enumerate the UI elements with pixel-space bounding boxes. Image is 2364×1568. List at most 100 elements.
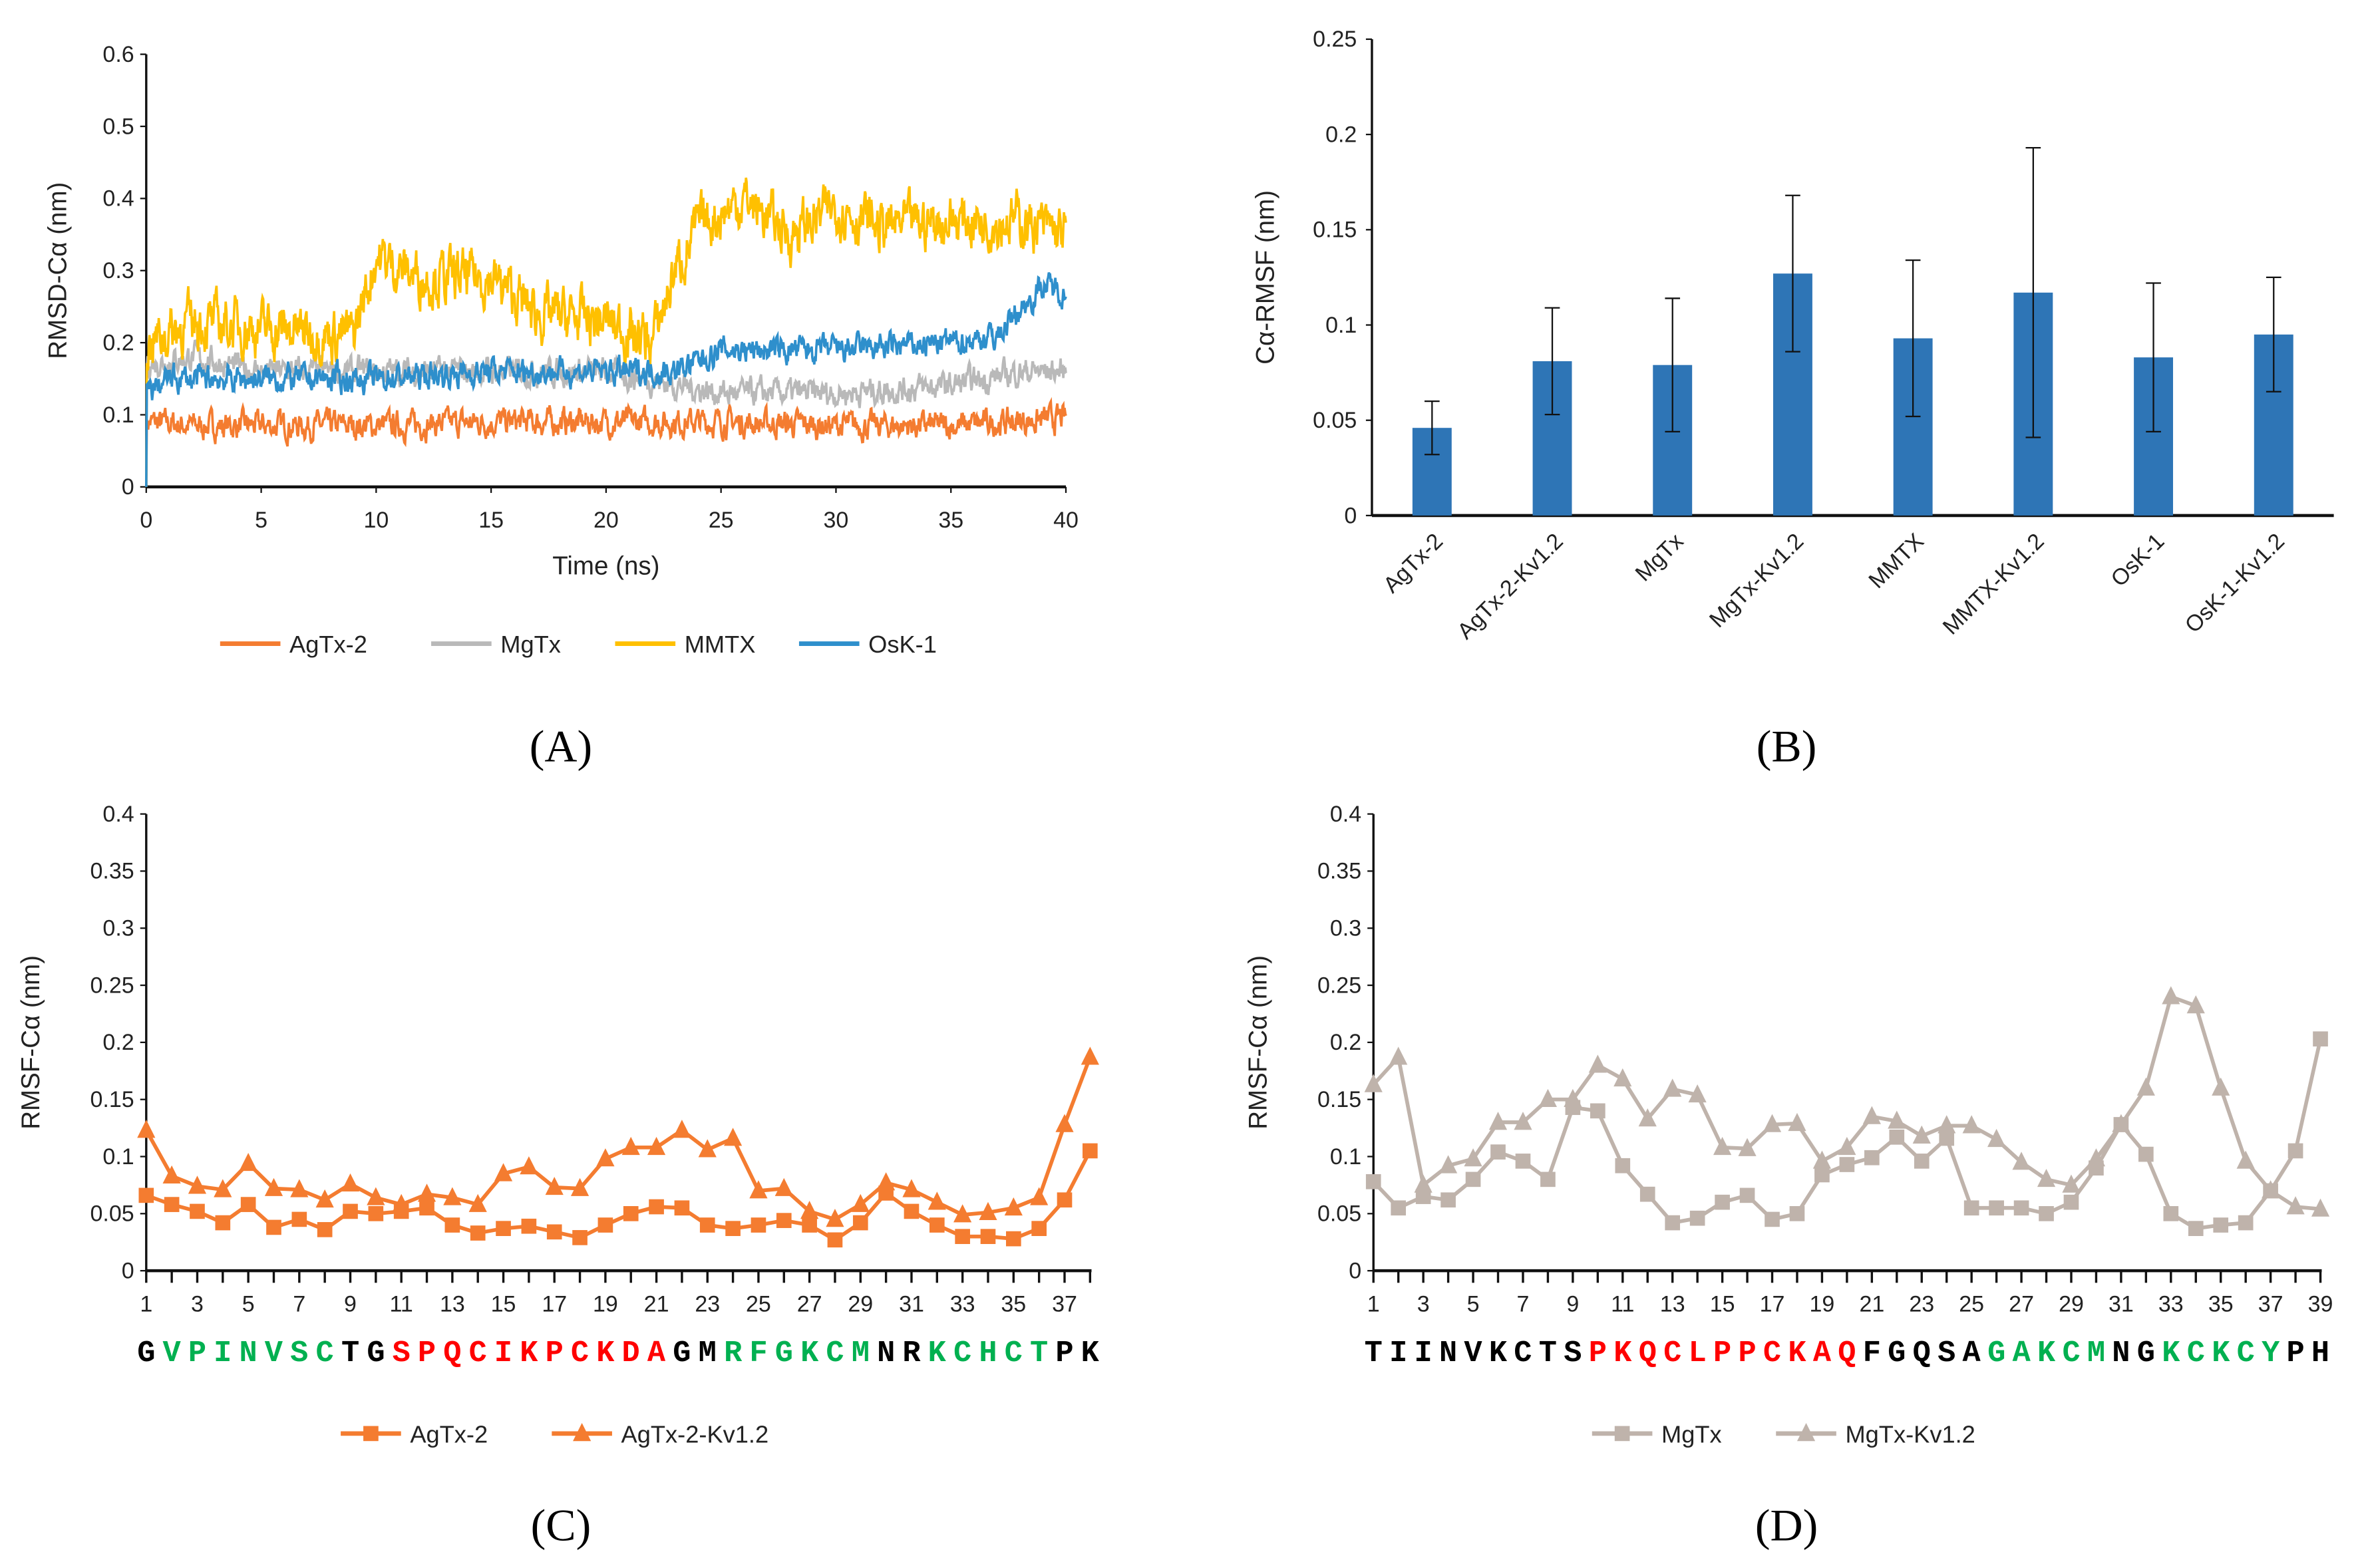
data-point-triangle: [1389, 1046, 1408, 1065]
data-point-triangle: [774, 1177, 793, 1196]
sequence-segment: SPQCIKPCKDA: [393, 1336, 673, 1370]
y-axis-label: RMSF-Cα (nm): [17, 955, 45, 1130]
data-point-triangle: [1081, 1046, 1099, 1065]
data-point-square: [470, 1225, 486, 1241]
data-point-triangle: [367, 1187, 385, 1205]
x-tick-label: 1: [1367, 1291, 1380, 1317]
x-tick-label: 10: [363, 508, 389, 533]
data-point-square: [1963, 1200, 1979, 1216]
data-point-triangle: [1488, 1112, 1508, 1130]
legend-label: OsK-1: [868, 631, 937, 658]
x-tick-label: 23: [695, 1291, 720, 1317]
x-tick-label: 11: [390, 1291, 413, 1317]
data-point-triangle: [2212, 1077, 2230, 1096]
data-point-square: [1031, 1221, 1047, 1236]
data-point-square: [1465, 1172, 1481, 1187]
sequence-segment: VPINVSC: [162, 1336, 341, 1370]
y-tick-label: 0.15: [1317, 1087, 1361, 1112]
x-tick-label: 15: [491, 1291, 516, 1317]
y-tick-label: 0: [1349, 1258, 1361, 1283]
data-point-square: [1515, 1154, 1531, 1169]
data-point-triangle: [2087, 1148, 2106, 1167]
y-tick-label: 0.5: [102, 114, 134, 139]
data-point-triangle: [570, 1177, 590, 1196]
x-tick-label: AgTx-2: [1379, 529, 1448, 598]
data-point-triangle: [2037, 1168, 2056, 1187]
data-point-square: [2063, 1194, 2079, 1210]
data-point-square: [291, 1211, 307, 1227]
x-tick-label: 25: [1959, 1291, 1984, 1317]
data-point-triangle: [1564, 1088, 1582, 1108]
data-point-square: [2313, 1031, 2328, 1047]
data-point-square: [1490, 1144, 1506, 1160]
x-tick-label: 5: [1467, 1291, 1480, 1317]
x-tick-label: 17: [542, 1291, 567, 1317]
data-point-triangle: [137, 1120, 156, 1138]
sequence: TIINVKCTSPKQCLPPCKAQFGQSAGAKCMNGKCKCYPH: [1365, 1336, 2337, 1370]
data-point-triangle: [979, 1201, 997, 1220]
panel-label: (C): [531, 1500, 591, 1551]
y-tick-label: 0.15: [1313, 218, 1357, 243]
x-tick-label: 19: [593, 1291, 618, 1317]
data-point-triangle: [647, 1136, 666, 1156]
x-tick-label: 3: [191, 1291, 204, 1317]
data-point-square: [1739, 1187, 1755, 1203]
data-point-square: [751, 1217, 766, 1233]
x-tick-label: 35: [2208, 1291, 2234, 1317]
data-point-square: [1083, 1143, 1098, 1159]
legend-label: MMTX: [685, 631, 756, 658]
data-point-square: [827, 1232, 843, 1248]
data-point-triangle: [1788, 1112, 1806, 1132]
sequence-segment: PKQCLPPCKAQ: [1589, 1336, 1863, 1370]
data-point-triangle: [2236, 1150, 2255, 1169]
x-tick-label: 33: [2158, 1291, 2184, 1317]
legend: AgTx-2 MgTx MMTX OsK-1: [220, 631, 937, 658]
data-point-triangle: [1514, 1112, 1532, 1130]
x-tick-label: MMTX-Kv1.2: [1938, 529, 2049, 640]
y-tick-label: 0.4: [102, 186, 134, 212]
data-point-triangle: [1812, 1150, 1832, 1169]
x-tick-label: 29: [848, 1291, 873, 1317]
x-tick-label: 35: [938, 508, 963, 533]
x-tick-label: 21: [1859, 1291, 1884, 1317]
y-tick-label: 0: [122, 474, 134, 500]
data-point-triangle: [826, 1209, 844, 1227]
data-point-triangle: [1588, 1054, 1607, 1073]
data-point-square: [1989, 1200, 2004, 1216]
data-point-triangle: [162, 1165, 181, 1184]
data-point-triangle: [1055, 1114, 1074, 1132]
x-tick-label: 40: [1053, 508, 1079, 533]
x-tick-label: 29: [2059, 1291, 2084, 1317]
x-tick-label: 27: [2009, 1291, 2034, 1317]
y-tick-label: 0.3: [1330, 916, 1361, 941]
data-point-triangle: [1838, 1136, 1856, 1156]
legend-triangle-marker: [1796, 1423, 1816, 1442]
data-point-square: [674, 1200, 690, 1216]
data-point-square: [955, 1229, 970, 1244]
sequence-segment: GAKCM: [1987, 1336, 2112, 1370]
series-line-AgTx-2: [145, 1150, 1092, 1243]
data-point-triangle: [2012, 1152, 2031, 1170]
x-tick-label: 31: [899, 1291, 924, 1317]
series-line-AgTx-2-Kv1.2: [144, 1056, 1092, 1221]
data-point-triangle: [2286, 1196, 2305, 1215]
y-tick-label: 0.6: [102, 42, 134, 67]
legend-square-marker: [363, 1426, 379, 1442]
x-tick-label: 3: [1417, 1291, 1430, 1317]
x-tick-label: MgTx: [1631, 528, 1689, 586]
y-tick-label: 0.05: [1317, 1201, 1361, 1227]
x-tick-label: 13: [1660, 1291, 1685, 1317]
data-point-square: [317, 1222, 333, 1237]
data-point-square: [1914, 1154, 1930, 1169]
y-tick-label: 0: [122, 1258, 134, 1283]
data-point-square: [1365, 1174, 1381, 1189]
x-tick-label: 19: [1810, 1291, 1835, 1317]
x-tick-label: 13: [440, 1291, 465, 1317]
data-point-square: [1057, 1192, 1073, 1208]
data-point-triangle: [1414, 1174, 1433, 1193]
data-point-triangle: [1364, 1074, 1383, 1092]
y-axis-label: RMSD-Cα (nm): [44, 182, 73, 359]
data-point-triangle: [214, 1179, 232, 1197]
data-point-square: [138, 1187, 154, 1203]
